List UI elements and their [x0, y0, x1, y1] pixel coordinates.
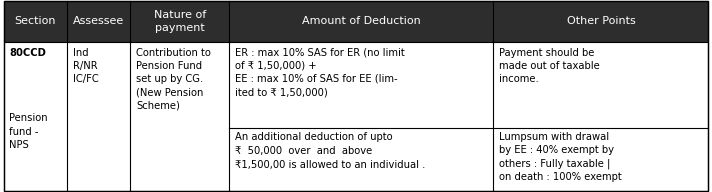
Text: Ind
R/NR
IC/FC: Ind R/NR IC/FC	[73, 48, 98, 84]
Bar	[130, 1, 229, 42]
Text: Lumpsum with drawal
by EE : 40% exempt by
others : Fully taxable |
on death : 10: Lumpsum with drawal by EE : 40% exempt b…	[499, 132, 622, 182]
Text: Other Points: Other Points	[567, 16, 635, 26]
Text: Contribution to
Pension Fund
set up by CG.
(New Pension
Scheme): Contribution to Pension Fund set up by C…	[136, 48, 211, 110]
Bar	[4, 42, 708, 191]
Bar	[67, 1, 130, 42]
Bar	[4, 1, 67, 42]
Text: An additional deduction of upto
₹  50,000  over  and  above
₹1,500,00 is allowed: An additional deduction of upto ₹ 50,000…	[235, 132, 425, 170]
Text: 80CCD: 80CCD	[9, 48, 46, 58]
Text: ER : max 10% SAS for ER (no limit
of ₹ 1,50,000) +
EE : max 10% of SAS for EE (l: ER : max 10% SAS for ER (no limit of ₹ 1…	[235, 48, 404, 97]
Text: Pension
fund -
NPS: Pension fund - NPS	[9, 113, 48, 150]
Text: Amount of Deduction: Amount of Deduction	[302, 16, 421, 26]
Bar	[229, 1, 493, 42]
Bar	[4, 1, 708, 42]
Text: Assessee: Assessee	[73, 16, 125, 26]
Text: Nature of
payment: Nature of payment	[154, 10, 206, 33]
Text: Payment should be
made out of taxable
income.: Payment should be made out of taxable in…	[499, 48, 600, 84]
Bar	[493, 1, 708, 42]
Text: Section: Section	[14, 16, 56, 26]
